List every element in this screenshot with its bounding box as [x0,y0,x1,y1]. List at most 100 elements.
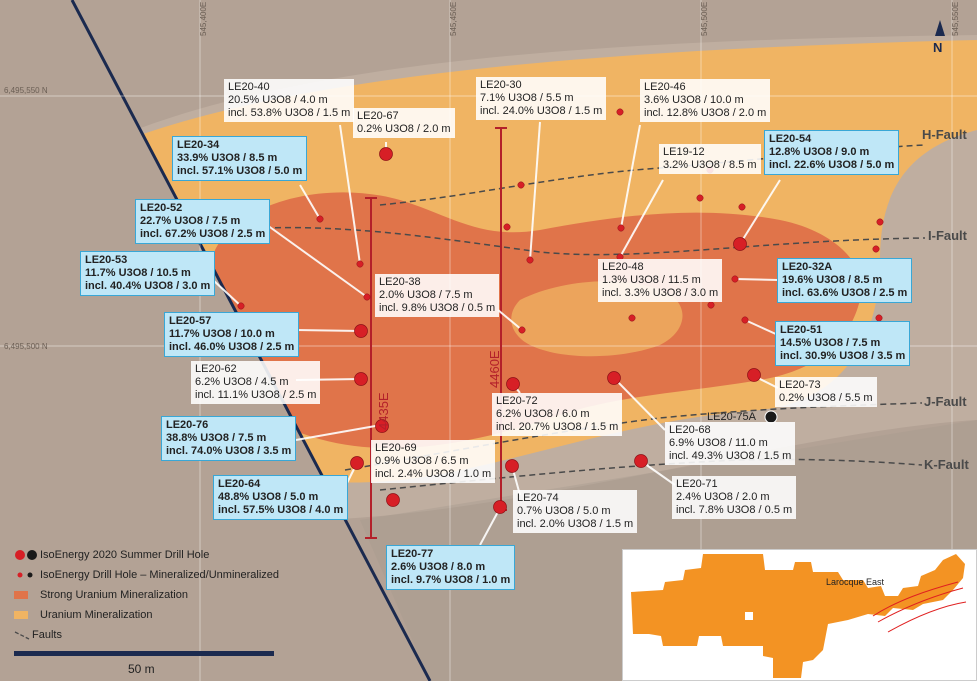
drill-hole-le20-73[interactable] [747,368,761,382]
drill-hole-le20-68[interactable] [607,371,621,385]
hole-id: LE20-53 [85,254,128,266]
hole-intercept: 6.2% U3O8 / 4.5 m [195,376,289,388]
callout-le20-71[interactable]: LE20-71 2.4% U3O8 / 2.0 m incl. 7.8% U3O… [672,476,797,519]
drill-hole-le20-69[interactable] [386,493,400,507]
scale-label: 50 m [128,662,155,676]
drill-hole-le20-54[interactable] [733,237,747,251]
easting-label-2: 545,450E [449,1,458,36]
hole-id: LE20-72 [496,395,538,407]
hole-id: LE20-64 [218,478,261,490]
callout-le20-53[interactable]: LE20-53 11.7% U3O8 / 10.5 m incl. 40.4% … [80,251,216,296]
historic-drill-holes [237,108,884,334]
callout-le20-38[interactable]: LE20-38 2.0% U3O8 / 7.5 m incl. 9.8% U3O… [375,274,500,317]
drill-hole-le20-67[interactable] [379,147,393,161]
callout-le20-76[interactable]: LE20-76 38.8% U3O8 / 7.5 m incl. 74.0% U… [161,416,297,461]
callout-le20-32a[interactable]: LE20-32A 19.6% U3O8 / 8.5 m incl. 63.6% … [777,258,913,303]
drill-hole-le20-62[interactable] [354,372,368,386]
leader-lines [212,121,781,546]
hole-intercept-incl: incl. 46.0% U3O8 / 2.5 m [169,341,295,353]
drill-hole-le20-71[interactable] [634,454,648,468]
legend-label: Strong Uranium Mineralization [40,589,188,601]
hole-intercept: 11.7% U3O8 / 10.5 m [85,267,191,279]
hole-id: LE20-67 [357,110,399,122]
hole-intercept-incl: incl. 49.3% U3O8 / 1.5 m [669,450,792,462]
hole-id: LE20-48 [602,261,644,273]
hole-intercept-incl: incl. 20.7% U3O8 / 1.5 m [496,421,619,433]
hole-intercept-incl: incl. 67.2% U3O8 / 2.5 m [140,228,266,240]
callout-le20-51[interactable]: LE20-51 14.5% U3O8 / 7.5 m incl. 30.9% U… [775,321,911,366]
callout-le20-54[interactable]: LE20-54 12.8% U3O8 / 9.0 m incl. 22.6% U… [764,130,900,175]
callout-le20-68[interactable]: LE20-68 6.9% U3O8 / 11.0 m incl. 49.3% U… [665,422,796,465]
hole-intercept: 19.6% U3O8 / 8.5 m [782,274,883,286]
inset-map [622,549,977,681]
drill-hole-icon [14,569,40,581]
hole-id: LE20-46 [644,81,686,93]
strong-mineralization-swatch [14,589,40,601]
drill-hole-le20-74[interactable] [505,459,519,473]
hole-intercept-incl: incl. 30.9% U3O8 / 3.5 m [780,350,906,362]
legend-item-faults: Faults [14,625,279,645]
legend-label: Faults [32,629,62,641]
hole-intercept: 6.9% U3O8 / 11.0 m [669,437,768,449]
legend-item-strong: Strong Uranium Mineralization [14,585,279,605]
hole-intercept: 2.0% U3O8 / 7.5 m [379,289,473,301]
hole-intercept: 1.3% U3O8 / 11.5 m [602,274,701,286]
callout-le20-62[interactable]: LE20-62 6.2% U3O8 / 4.5 m incl. 11.1% U3… [191,361,321,404]
hole-intercept: 3.6% U3O8 / 10.0 m [644,94,744,106]
hole-intercept-incl: incl. 53.8% U3O8 / 1.5 m [228,107,351,119]
callout-le20-30[interactable]: LE20-30 7.1% U3O8 / 5.5 m incl. 24.0% U3… [476,77,607,120]
callout-le19-12[interactable]: LE19-12 3.2% U3O8 / 8.5 m [659,144,761,174]
callout-le20-46[interactable]: LE20-46 3.6% U3O8 / 10.0 m incl. 12.8% U… [640,79,771,122]
hole-id: LE20-38 [379,276,421,288]
easting-label-4: 545,550E [951,1,960,36]
hole-intercept: 20.5% U3O8 / 4.0 m [228,94,328,106]
hole-intercept: 12.8% U3O8 / 9.0 m [769,146,870,158]
hole-id: LE20-54 [769,133,812,145]
legend-label: Uranium Mineralization [40,609,153,621]
drill-hole-le20-77[interactable] [493,500,507,514]
hole-intercept: 33.9% U3O8 / 8.5 m [177,152,278,164]
callout-le20-34[interactable]: LE20-34 33.9% U3O8 / 8.5 m incl. 57.1% U… [172,136,308,181]
callout-le20-40[interactable]: LE20-40 20.5% U3O8 / 4.0 m incl. 53.8% U… [224,79,355,122]
drill-hole-le20-57[interactable] [354,324,368,338]
northing-label-2: 6,495,500 N [4,342,48,351]
scale-bar [14,651,274,656]
hole-intercept-incl: incl. 63.6% U3O8 / 2.5 m [782,287,908,299]
callout-le20-64[interactable]: LE20-64 48.8% U3O8 / 5.0 m incl. 57.5% U… [213,475,349,520]
map-legend: IsoEnergy 2020 Summer Drill Hole IsoEner… [14,545,279,645]
hole-intercept-incl: incl. 24.0% U3O8 / 1.5 m [480,105,603,117]
callout-le20-57[interactable]: LE20-57 11.7% U3O8 / 10.0 m incl. 46.0% … [164,312,300,357]
drill-hole-le20-72[interactable] [506,377,520,391]
hole-intercept: 0.9% U3O8 / 6.5 m [375,455,469,467]
drill-hole-le20-64[interactable] [350,456,364,470]
drill-hole-le20-76[interactable] [375,419,389,433]
legend-item-mineral: Uranium Mineralization [14,605,279,625]
hole-intercept-incl: incl. 9.8% U3O8 / 0.5 m [379,302,496,314]
hole-id: LE20-69 [375,442,417,454]
callout-le20-77[interactable]: LE20-77 2.6% U3O8 / 8.0 m incl. 9.7% U3O… [386,545,516,590]
callout-le20-73[interactable]: LE20-73 0.2% U3O8 / 5.5 m [775,377,877,407]
callout-le20-67[interactable]: LE20-67 0.2% U3O8 / 2.0 m [353,108,455,138]
hole-intercept: 7.1% U3O8 / 5.5 m [480,92,574,104]
legend-item-drill: IsoEnergy Drill Hole – Mineralized/Unmin… [14,565,279,585]
i-fault-line [264,226,926,256]
hole-intercept-incl: incl. 74.0% U3O8 / 3.5 m [166,445,292,457]
j-fault-label: J-Fault [924,394,967,409]
hole-intercept: 2.6% U3O8 / 8.0 m [391,561,486,573]
hole-id: LE20-52 [140,202,183,214]
hole-intercept: 22.7% U3O8 / 7.5 m [140,215,241,227]
hole-intercept: 0.2% U3O8 / 2.0 m [357,123,451,135]
callout-le20-48[interactable]: LE20-48 1.3% U3O8 / 11.5 m incl. 3.3% U3… [598,259,723,302]
callout-le20-52[interactable]: LE20-52 22.7% U3O8 / 7.5 m incl. 67.2% U… [135,199,271,244]
legend-label: IsoEnergy Drill Hole – Mineralized/Unmin… [40,569,280,581]
hole-intercept: 3.2% U3O8 / 8.5 m [663,159,757,171]
callout-le20-72[interactable]: LE20-72 6.2% U3O8 / 6.0 m incl. 20.7% U3… [492,393,623,436]
callout-le20-69[interactable]: LE20-69 0.9% U3O8 / 6.5 m incl. 2.4% U3O… [371,440,496,483]
hole-id: LE20-40 [228,81,270,93]
fault-line-icon [14,629,32,641]
hole-id: LE20-71 [676,478,718,490]
north-label: N [933,40,943,55]
mineralization-swatch [14,609,40,621]
hole-intercept: 48.8% U3O8 / 5.0 m [218,491,319,503]
callout-le20-74[interactable]: LE20-74 0.7% U3O8 / 5.0 m incl. 2.0% U3O… [513,490,638,533]
